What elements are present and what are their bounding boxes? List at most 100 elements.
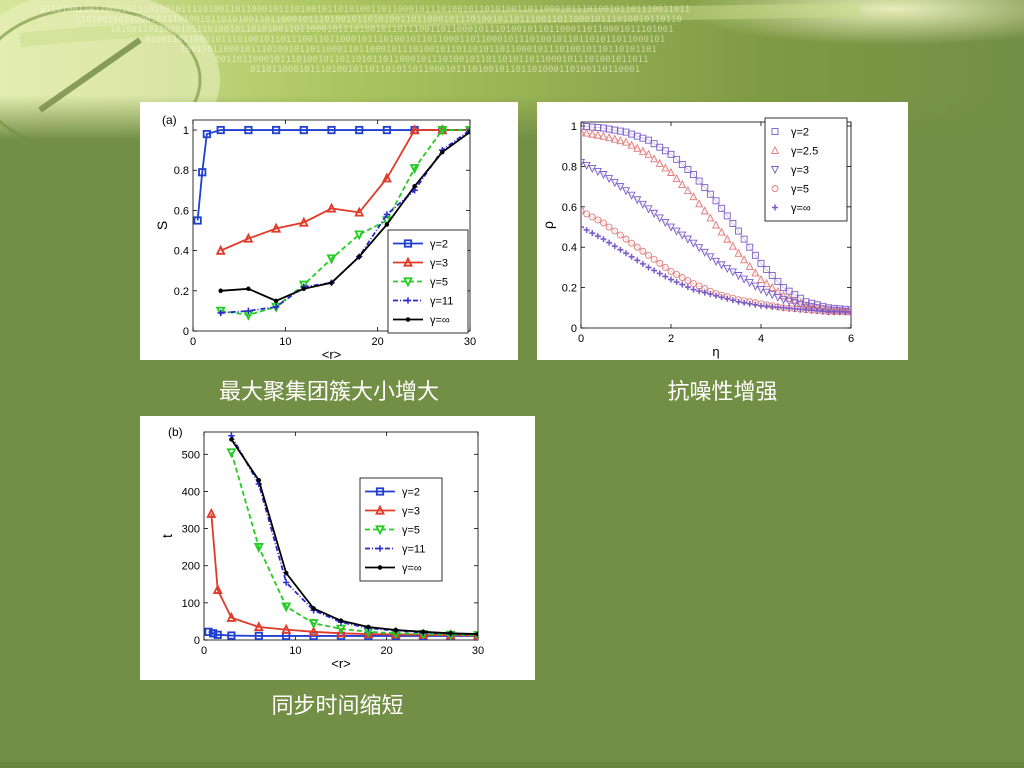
- legend-marker-1: [375, 504, 385, 515]
- series-3-interp-marker: [673, 271, 681, 278]
- series-4-interp-marker: [639, 260, 646, 267]
- series-4-point: [384, 222, 390, 227]
- series-1-interp-marker: [695, 199, 704, 208]
- series-2-interp-marker: [790, 299, 799, 308]
- svg-text:011011000101110100101101101011: 0110110001011101001011011010110110001011…: [250, 65, 640, 75]
- y-tick-label: 100: [182, 598, 200, 610]
- series-1-interp-marker: [717, 227, 726, 236]
- series-2-point: [473, 631, 478, 640]
- series-4-point: [690, 286, 697, 293]
- svg-text:001101100010111010010110110101: 0011011000101110100101101101011011000101…: [215, 55, 648, 65]
- series-0-point: [216, 125, 225, 135]
- legend-label-2: γ=5: [402, 525, 420, 537]
- legend-label-3: γ=11: [430, 296, 453, 308]
- series-2-interp-marker: [830, 306, 839, 315]
- series-0-point: [202, 129, 211, 139]
- y-tick-label: 500: [182, 449, 200, 461]
- series-4-point: [283, 570, 289, 576]
- series-4-point: [366, 624, 371, 630]
- series-2-point: [215, 306, 226, 317]
- series-1-point: [298, 216, 309, 227]
- series-2-point: [689, 239, 698, 248]
- series-4-point: [448, 631, 453, 636]
- legend-marker-4: [405, 317, 411, 322]
- panel-label: (a): [162, 113, 177, 127]
- series-1-point: [581, 127, 586, 136]
- series-1-interp-marker: [678, 180, 687, 189]
- series-2-interp-marker: [723, 264, 732, 274]
- series-4-interp-marker: [797, 306, 804, 313]
- series-1-interp-marker: [700, 206, 709, 215]
- x-tick-label: 0: [201, 645, 207, 657]
- series-0-interp-marker: [695, 177, 703, 185]
- series-4-interp-marker: [673, 279, 680, 286]
- x-tick-label: 20: [381, 645, 393, 657]
- series-4-point: [356, 254, 362, 259]
- series-3-point: [466, 126, 470, 134]
- series-4-interp-marker: [696, 288, 703, 295]
- legend-marker-4: [772, 204, 778, 211]
- series-1-point: [621, 137, 631, 146]
- series-2-point: [581, 158, 586, 167]
- svg-text:010011011000101110100101101110: 0100110110001011101001011011100110110001…: [145, 35, 665, 45]
- x-tick-label: 10: [289, 645, 301, 657]
- series-4-point: [848, 308, 851, 315]
- series-1-point: [253, 621, 264, 632]
- series-4-point: [393, 627, 399, 633]
- series-4-point: [301, 286, 307, 292]
- series-4-interp-marker: [662, 273, 669, 280]
- series-2-interp-marker: [683, 235, 692, 244]
- series-4-interp-marker: [808, 307, 815, 314]
- series-4-point: [338, 618, 344, 623]
- legend-label-0: γ=2: [791, 127, 809, 139]
- legend-label-1: γ=2.5: [791, 146, 818, 158]
- series-4-point: [273, 298, 279, 304]
- chart-b-svg: 0 10 20 300100200300400500<r>t(b)γ=2γ=3γ=5γ…: [159, 425, 484, 671]
- series-1-interp-marker: [593, 130, 602, 139]
- series-1-interp-marker: [582, 128, 591, 137]
- series-2-interp-marker: [638, 200, 647, 209]
- series-4-interp-marker: [786, 305, 793, 312]
- series-0-interp-marker: [718, 204, 726, 212]
- series-0-interp-marker: [751, 251, 759, 259]
- series-0-interp-marker: [656, 143, 664, 151]
- series-3-point: [645, 251, 652, 259]
- series-2-interp-marker: [807, 303, 816, 312]
- legend-marker-1: [770, 145, 780, 154]
- series-1-point: [711, 220, 721, 229]
- series-4-interp-marker: [729, 297, 736, 304]
- series-0-point: [327, 125, 336, 135]
- series-4-point: [440, 149, 445, 155]
- series-4-point: [229, 437, 234, 442]
- svg-text:011010011011000101110100101111: 0110100110110001011101001011110100110110…: [40, 5, 690, 15]
- series-1-interp-marker: [588, 129, 597, 138]
- series-0-point: [213, 630, 222, 639]
- series-1-point: [779, 291, 788, 300]
- legend-marker-2: [375, 525, 385, 536]
- series-1-interp-marker: [605, 133, 614, 142]
- series-2-point: [354, 230, 365, 241]
- series-1-interp-marker: [633, 143, 642, 152]
- chart-panel-c: 0 2 4 6 0 0.2 0.4 0.6 0.8 1 η ρ γ=2 γ=2.5 γ=3 γ=5 γ=∞: [537, 102, 908, 360]
- series-3-point: [600, 219, 607, 227]
- series-0-interp-marker: [661, 147, 669, 155]
- series-4-interp-marker: [769, 303, 776, 310]
- chart-panel-b: 0 10 20 30 0 100 200 300 400 500 <r> t (b) γ=2 γ=3 γ=5 γ…: [140, 416, 535, 680]
- series-1-interp-marker: [762, 278, 771, 288]
- series-line-0: [196, 129, 470, 221]
- y-tick-label: 400: [182, 486, 200, 498]
- legend-marker-3: [376, 545, 384, 552]
- y-tick-label: 0.4: [562, 242, 577, 254]
- series-2-interp-marker: [633, 196, 642, 205]
- series-2-point: [253, 543, 264, 553]
- series-1-point: [281, 623, 292, 634]
- series-1-interp-marker: [683, 186, 692, 195]
- series-2-point: [281, 602, 292, 613]
- series-4-interp-marker: [611, 243, 618, 250]
- series-2-interp-marker: [751, 282, 760, 291]
- series-2-point: [409, 164, 420, 175]
- series-line-2: [230, 452, 478, 637]
- series-2-point: [336, 624, 346, 635]
- series-1-interp-marker: [650, 154, 659, 163]
- series-2-interp-marker: [728, 268, 737, 277]
